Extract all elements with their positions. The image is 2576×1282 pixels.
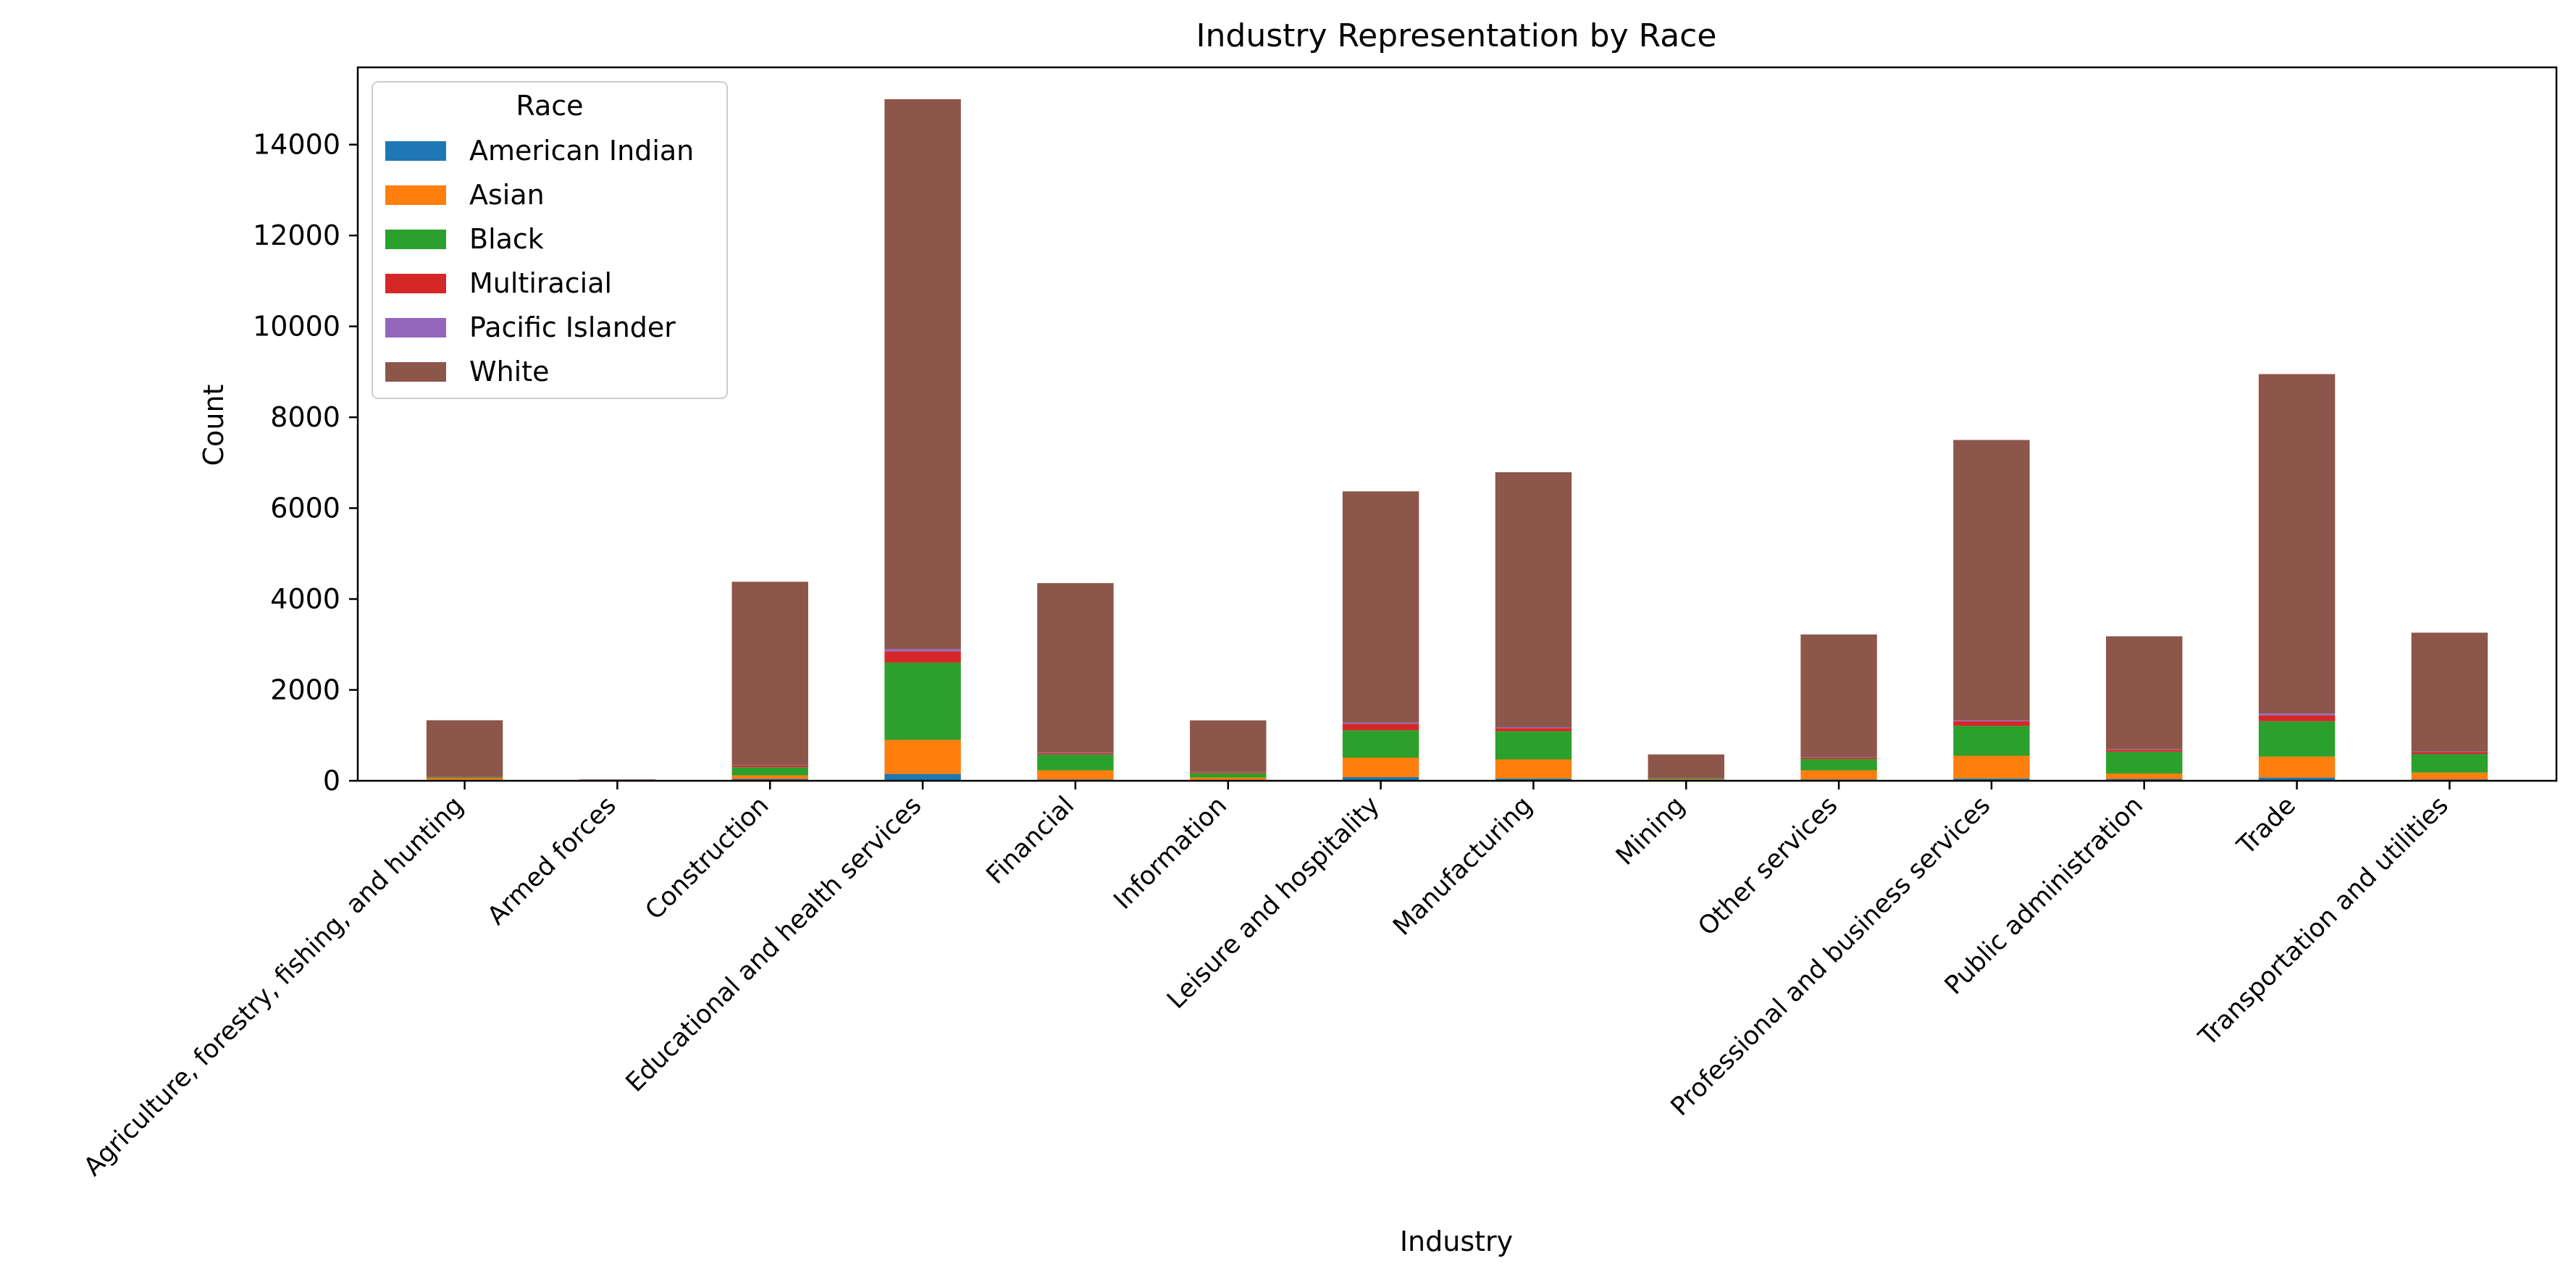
- bar-black-public-administration: [2106, 752, 2182, 774]
- bar-multiracial-public-administration: [2106, 750, 2182, 752]
- bar-white-mining: [1648, 755, 1724, 779]
- bar-asian-financial: [1037, 771, 1113, 780]
- x-tick-label-trade: Trade: [2231, 791, 2302, 861]
- bar-white-other-services: [1800, 634, 1876, 757]
- x-tick-label-agriculture-forestry-fishing-and-hunting: Agriculture, forestry, fishing, and hunt…: [78, 791, 469, 1182]
- bar-white-educational-and-health-services: [884, 99, 960, 649]
- bar-multiracial-educational-and-health-services: [884, 651, 960, 663]
- bar-white-leisure-and-hospitality: [1343, 491, 1419, 722]
- legend-swatch-multiracial: [385, 274, 446, 293]
- bar-white-financial: [1037, 583, 1113, 753]
- x-tick-label-manufacturing: Manufacturing: [1388, 791, 1538, 942]
- bar-black-financial: [1037, 755, 1113, 771]
- legend-swatch-pacific-islander: [385, 318, 446, 338]
- bars-layer: [427, 99, 2488, 781]
- bar-asian-public-administration: [2106, 774, 2182, 779]
- legend-swatch-american-indian: [385, 141, 446, 161]
- legend-label-multiracial: Multiracial: [469, 267, 612, 299]
- bar-black-manufacturing: [1495, 732, 1572, 760]
- x-tick-label-information: Information: [1109, 791, 1233, 916]
- bar-black-other-services: [1800, 759, 1876, 771]
- bar-asian-transportation-and-utilities: [2412, 773, 2488, 779]
- bar-pacific-islander-construction: [732, 765, 808, 766]
- bar-black-leisure-and-hospitality: [1343, 730, 1419, 758]
- bar-black-educational-and-health-services: [884, 663, 960, 740]
- bar-multiracial-financial: [1037, 753, 1113, 755]
- legend-label-asian: Asian: [469, 179, 545, 211]
- y-tick-label-14000: 14000: [253, 129, 340, 161]
- bar-black-professional-and-business-services: [1953, 726, 2029, 755]
- legend-label-pacific-islander: Pacific Islander: [469, 311, 676, 343]
- bar-black-agriculture-forestry-fishing-and-hunting: [427, 777, 503, 778]
- bar-asian-construction: [732, 775, 808, 779]
- bar-pacific-islander-leisure-and-hospitality: [1343, 723, 1419, 724]
- bar-pacific-islander-other-services: [1800, 757, 1876, 758]
- bar-asian-educational-and-health-services: [884, 740, 960, 774]
- bar-multiracial-leisure-and-hospitality: [1343, 724, 1419, 731]
- bar-white-agriculture-forestry-fishing-and-hunting: [427, 720, 503, 776]
- legend: Race American Indian Asian Black Multiracia…: [372, 82, 727, 398]
- x-tick-label-armed-forces: Armed forces: [482, 791, 622, 931]
- legend-swatch-white: [385, 362, 446, 382]
- bar-asian-manufacturing: [1495, 760, 1572, 779]
- chart-title: Industry Representation by Race: [1196, 17, 1717, 54]
- bar-multiracial-information: [1190, 772, 1266, 773]
- x-tick-label-financial: Financial: [981, 791, 1081, 890]
- bar-asian-trade: [2259, 757, 2335, 778]
- bar-pacific-islander-manufacturing: [1495, 727, 1572, 728]
- bar-pacific-islander-educational-and-health-services: [884, 649, 960, 651]
- y-tick-label-12000: 12000: [253, 219, 340, 251]
- bar-multiracial-transportation-and-utilities: [2412, 752, 2488, 754]
- legend-swatch-black: [385, 230, 446, 249]
- bar-american-indian-educational-and-health-services: [884, 774, 960, 781]
- bar-white-public-administration: [2106, 636, 2182, 749]
- bar-white-trade: [2259, 374, 2335, 713]
- y-tick-label-10000: 10000: [253, 311, 340, 343]
- x-tick-label-other-services: Other services: [1692, 791, 1843, 942]
- y-tick-label-4000: 4000: [270, 583, 340, 615]
- bar-multiracial-manufacturing: [1495, 728, 1572, 731]
- y-axis-label: Count: [198, 385, 230, 466]
- y-tick-label-8000: 8000: [270, 401, 340, 433]
- bar-white-professional-and-business-services: [1953, 440, 2029, 720]
- x-tick-label-professional-and-business-services: Professional and business services: [1666, 791, 1997, 1122]
- x-tick-label-mining: Mining: [1611, 791, 1690, 871]
- bar-pacific-islander-transportation-and-utilities: [2412, 752, 2488, 753]
- x-axis-label: Industry: [1400, 1226, 1513, 1257]
- bar-multiracial-other-services: [1800, 758, 1876, 759]
- bar-asian-other-services: [1800, 771, 1876, 780]
- bar-multiracial-professional-and-business-services: [1953, 721, 2029, 726]
- x-axis: Agriculture, forestry, fishing, and hunt…: [78, 781, 2454, 1182]
- bar-multiracial-construction: [732, 766, 808, 768]
- legend-label-black: Black: [469, 223, 544, 255]
- y-axis: 0 2000 4000 6000 8000 10000 12000 14000: [253, 129, 358, 797]
- bar-asian-leisure-and-hospitality: [1343, 758, 1419, 777]
- legend-label-american-indian: American Indian: [469, 135, 694, 167]
- bar-pacific-islander-trade: [2259, 713, 2335, 716]
- bar-multiracial-trade: [2259, 716, 2335, 721]
- bar-white-transportation-and-utilities: [2412, 632, 2488, 751]
- legend-title: Race: [516, 90, 583, 122]
- y-tick-label-0: 0: [323, 765, 340, 797]
- bar-white-construction: [732, 582, 808, 765]
- bar-black-information: [1190, 773, 1266, 777]
- bar-black-transportation-and-utilities: [2412, 754, 2488, 773]
- bar-black-construction: [732, 767, 808, 775]
- legend-swatch-asian: [385, 185, 446, 205]
- bar-asian-agriculture-forestry-fishing-and-hunting: [427, 779, 503, 781]
- y-tick-label-2000: 2000: [270, 674, 340, 706]
- x-tick-label-educational-and-health-services: Educational and health services: [621, 791, 928, 1098]
- bar-black-trade: [2259, 721, 2335, 757]
- legend-label-white: White: [469, 356, 550, 387]
- y-tick-label-6000: 6000: [270, 493, 340, 524]
- bar-white-manufacturing: [1495, 472, 1572, 727]
- bar-white-information: [1190, 721, 1266, 772]
- x-tick-label-construction: Construction: [640, 791, 775, 926]
- bar-asian-professional-and-business-services: [1953, 755, 2029, 778]
- x-tick-label-transportation-and-utilities: Transportation and utilities: [2193, 791, 2454, 1052]
